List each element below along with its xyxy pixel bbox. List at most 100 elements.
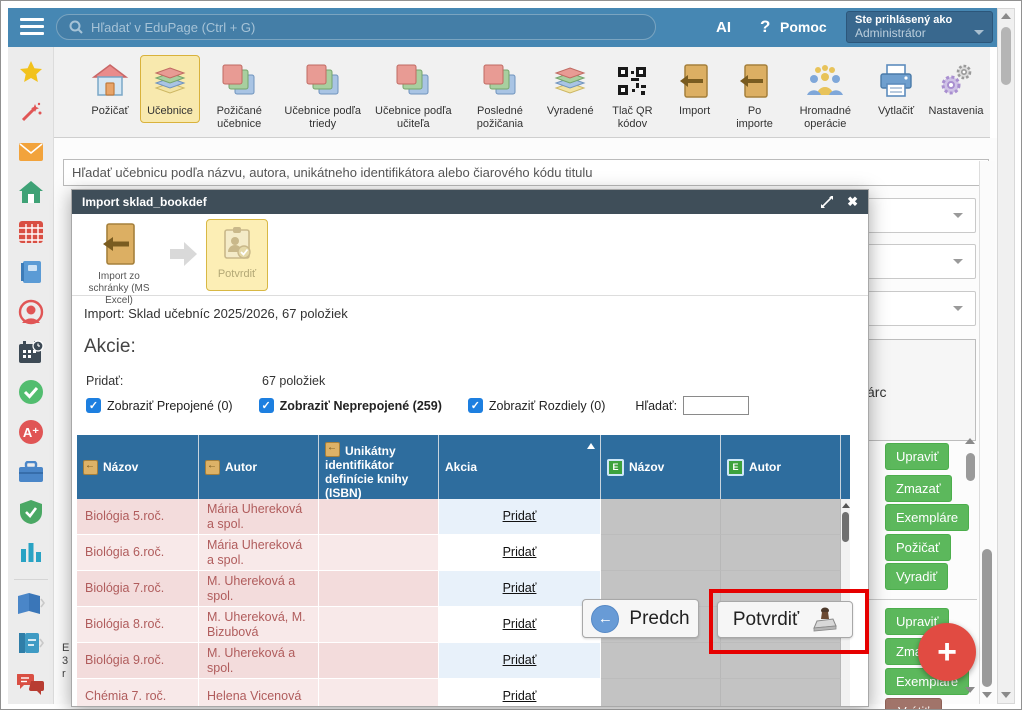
potvrdit-label: Potvrdiť	[732, 608, 800, 630]
account-label: Ste prihlásený ako	[855, 14, 953, 26]
toolbar-item-po-importe[interactable]: Po importe	[725, 55, 785, 136]
checkbox-prepojene[interactable]	[86, 398, 101, 413]
edupage-icon: E	[727, 458, 744, 476]
cell-nazov: Biológia 9.roč.	[77, 643, 199, 679]
sidebar-item-documents[interactable]	[16, 628, 46, 658]
help-button[interactable]: Pomoc	[780, 19, 827, 35]
exemplare-button[interactable]: Exempláre	[885, 504, 970, 531]
inner-scrollbar-thumb[interactable]	[982, 549, 992, 687]
header-nazov-import[interactable]: Názov	[77, 435, 199, 499]
toolbar-item-vytlacit[interactable]: Vytlačiť	[866, 55, 926, 123]
predch-button[interactable]: ← Predch	[582, 599, 699, 638]
sidebar-item-calendar[interactable]	[16, 337, 46, 367]
sidebar-item-attendance[interactable]	[16, 377, 46, 407]
header-akcia[interactable]: Akcia	[439, 435, 601, 499]
toolbar-item-ucebnice-podla-ucitela[interactable]: Učebnice podľa učiteľa	[367, 55, 460, 136]
page-scrollbar-down[interactable]	[1001, 692, 1011, 698]
panel-scrollbar-up[interactable]	[965, 438, 975, 444]
pridat-link[interactable]: Pridať	[502, 617, 537, 631]
sidebar-item-profile[interactable]	[16, 297, 46, 327]
table-scrollbar-up[interactable]	[841, 503, 850, 508]
global-search-input[interactable]: Hľadať v EduPage (Ctrl + G)	[56, 14, 656, 40]
header-autor-import[interactable]: Autor	[199, 435, 319, 499]
pozicat-button[interactable]: Požičať	[885, 534, 951, 561]
header-autor-edupage[interactable]: E Autor	[721, 435, 841, 499]
table-scrollbar-thumb[interactable]	[842, 512, 849, 542]
toolbar-item-posledne-pozicania[interactable]: Posledné požičania	[460, 55, 541, 136]
toolbar-item-ucebnice[interactable]: Učebnice	[140, 55, 200, 123]
sidebar-item-home[interactable]	[16, 177, 46, 207]
hamburger-menu-icon[interactable]	[20, 18, 44, 36]
sidebar-item-favorites[interactable]	[16, 57, 46, 87]
vyradit-button[interactable]: Vyradiť	[885, 563, 949, 590]
potvrdit-button[interactable]: Potvrdiť	[717, 601, 853, 638]
add-fab-button[interactable]: +	[918, 623, 976, 681]
header-nazov-edupage[interactable]: E Názov	[601, 435, 721, 499]
step-confirm-button[interactable]: Potvrdiť	[206, 219, 268, 291]
cell-edupage-nazov	[601, 643, 721, 679]
filter-row: Zobraziť Prepojené (0) Zobraziť Neprepoj…	[86, 396, 750, 415]
page-scrollbar-up[interactable]	[1001, 13, 1011, 19]
close-icon[interactable]: ✖	[847, 194, 858, 209]
person-icon	[18, 299, 43, 325]
chevron-down-icon	[953, 306, 963, 311]
panel-scrollbar-thumb[interactable]	[966, 453, 975, 481]
import-source-icon	[83, 459, 98, 475]
vratit-button[interactable]: Vrátiť	[885, 698, 943, 709]
help-question-icon[interactable]: ?	[760, 17, 771, 36]
sidebar-item-security[interactable]	[16, 497, 46, 527]
cell-akcia: Pridať	[439, 535, 601, 571]
dialog-search-input[interactable]	[683, 396, 750, 415]
toolbar-item-pozicane-ucebnice[interactable]: Požičané učebnice	[200, 55, 278, 136]
discarded-stack-icon	[554, 67, 586, 94]
panel-scrollbar-down[interactable]	[965, 687, 975, 693]
dialog-step-bar: Import zo schránky (MS Excel) Potvrdiť	[72, 214, 868, 306]
toolbar-item-hromadne-operacie[interactable]: Hromadné operácie	[785, 55, 866, 136]
sidebar-item-wizard[interactable]	[16, 97, 46, 127]
step-import-button[interactable]	[98, 222, 138, 271]
checkbox-rozdiely[interactable]	[467, 398, 483, 413]
sidebar-item-agenda[interactable]	[16, 457, 46, 487]
pridat-link[interactable]: Pridať	[502, 509, 537, 523]
cell-autor: Helena Vicenová	[199, 679, 319, 706]
star-icon	[19, 61, 42, 82]
sidebar-item-grades[interactable]: A⁺	[16, 417, 46, 447]
dialog-header[interactable]: Import sklad_bookdef ✖	[72, 190, 868, 214]
magic-wand-icon	[21, 102, 41, 122]
maximize-icon[interactable]	[821, 196, 834, 208]
toolbar-item-label: Tlač QR kódov	[612, 105, 653, 130]
toolbar-item-import[interactable]: Import	[665, 55, 725, 123]
zmazat-button[interactable]: Zmazať	[885, 475, 952, 502]
back-arrow-icon: ←	[591, 604, 620, 633]
header-isbn[interactable]: Unikátny identifikátor definície knihy (…	[319, 435, 439, 500]
page-scrollbar-track[interactable]	[997, 8, 1015, 704]
upravit-button-2[interactable]: Upraviť	[885, 608, 950, 635]
pridat-link[interactable]: Pridať	[502, 653, 537, 667]
pridat-link[interactable]: Pridať	[502, 581, 537, 595]
page-scrollbar-thumb[interactable]	[1001, 27, 1011, 85]
predch-label: Predch	[629, 607, 690, 629]
toolbar-item-vyradene[interactable]: Vyradené	[540, 55, 600, 123]
book-search-input[interactable]: Hľadať učebnicu podľa názvu, autora, uni…	[63, 159, 989, 186]
inner-scrollbar-down[interactable]	[982, 692, 992, 698]
upravit-button[interactable]: Upraviť	[885, 443, 950, 470]
toolbar-item-pozicat[interactable]: Požičať	[80, 55, 140, 123]
pridat-link[interactable]: Pridať	[502, 545, 537, 559]
checkbox-neprepojene[interactable]	[258, 398, 274, 413]
toolbar-item-nastavenia[interactable]: Nastavenia	[926, 55, 986, 123]
toolbar-item-tlac-qr-kodov[interactable]: Tlač QR kódov	[600, 55, 664, 136]
sidebar-item-classbook[interactable]	[16, 257, 46, 287]
account-switcher[interactable]: Ste prihlásený ako Administrátor	[846, 11, 993, 43]
cell-isbn	[319, 607, 439, 643]
exemplare-button-2[interactable]: Exempláre	[885, 668, 970, 695]
sidebar-item-timetable[interactable]	[16, 217, 46, 247]
pridat-link[interactable]: Pridať	[502, 689, 537, 703]
sidebar-item-communication[interactable]	[16, 668, 46, 698]
sidebar-item-messages[interactable]	[16, 137, 46, 167]
timetable-grid-icon	[18, 221, 43, 243]
sidebar-item-library[interactable]	[16, 588, 46, 618]
toolbar-item-ucebnice-podla-triedy[interactable]: Učebnice podľa triedy	[278, 55, 367, 136]
ai-button[interactable]: AI	[716, 19, 731, 36]
cell-isbn	[319, 499, 439, 535]
sidebar-item-statistics[interactable]	[16, 537, 46, 567]
